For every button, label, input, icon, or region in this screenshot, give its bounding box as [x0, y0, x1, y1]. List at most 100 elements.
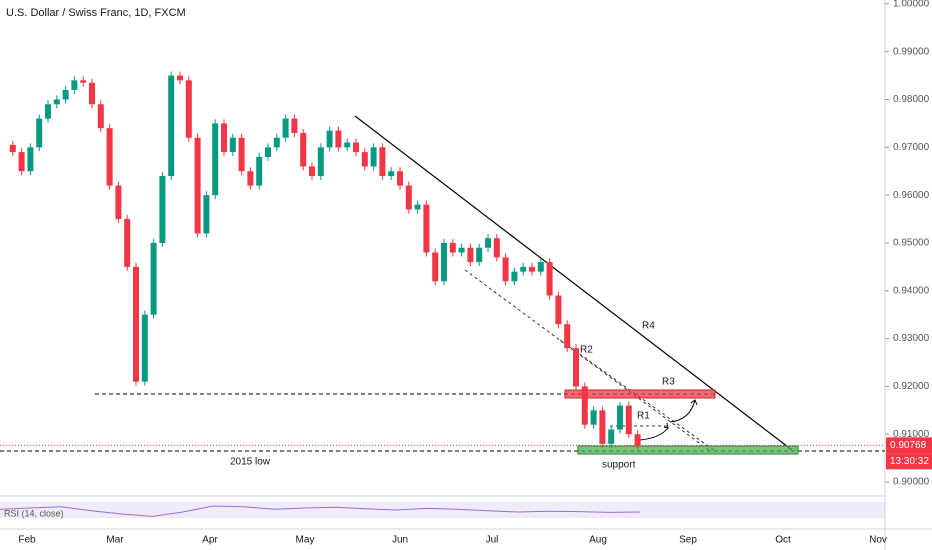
candle-body — [238, 137, 245, 172]
candle-body — [71, 80, 78, 90]
candle-body — [194, 137, 201, 234]
candle-body — [458, 247, 465, 253]
candle-body — [493, 238, 500, 258]
candle-body — [141, 314, 148, 382]
candle-body — [168, 75, 175, 176]
candle-body — [590, 410, 597, 425]
y-tick-label: 0.91000 — [893, 429, 930, 440]
x-tick-label: Nov — [869, 535, 887, 546]
rsi-band — [0, 502, 885, 518]
candle-body — [608, 429, 615, 444]
candle-body — [159, 176, 166, 243]
r3-zone — [564, 389, 716, 399]
candle-body — [256, 156, 263, 186]
r1-label: R1 — [637, 411, 650, 422]
candle-body — [133, 266, 139, 382]
candle-body — [485, 238, 491, 248]
candle-body — [309, 166, 315, 176]
y-tick-label: 0.93000 — [893, 333, 930, 344]
candle-body — [80, 80, 87, 83]
candle-body — [27, 147, 34, 172]
candle-body — [511, 271, 518, 282]
candle-body — [432, 252, 439, 282]
x-tick-label: Oct — [775, 535, 791, 546]
candle-body — [361, 152, 368, 167]
r4-label: R4 — [642, 321, 655, 332]
candle-body — [291, 118, 298, 133]
candle-body — [265, 147, 271, 157]
candle-body — [89, 82, 95, 105]
channel-line — [464, 269, 711, 452]
candle-body — [520, 266, 527, 272]
arrow-2-head — [690, 399, 698, 406]
candle-body — [124, 219, 131, 267]
candle-body — [423, 204, 430, 253]
candle-body — [546, 262, 553, 296]
candle-body — [397, 171, 403, 186]
candle-body — [467, 247, 474, 263]
candle-body — [476, 247, 483, 263]
x-tick-label: Feb — [18, 535, 36, 546]
candle-body — [18, 152, 25, 172]
candle-body — [573, 348, 579, 387]
candle-body — [36, 118, 43, 148]
candle-body — [203, 195, 210, 234]
last-price-label: 0.90768 — [890, 440, 927, 451]
candle-body — [106, 128, 113, 186]
candle-body — [555, 295, 562, 325]
arrow-2 — [669, 399, 696, 423]
x-tick-label: Jun — [392, 535, 408, 546]
candle-body — [221, 123, 227, 153]
candle-body — [115, 185, 122, 220]
candle-body — [185, 80, 192, 138]
candle-body — [388, 171, 395, 176]
last-price-tag — [886, 437, 932, 454]
chart-title: U.S. Dollar / Swiss Franc, 1D, FXCM — [6, 7, 186, 19]
y-tick-label: 0.97000 — [893, 142, 930, 153]
candle-body — [300, 132, 307, 167]
countdown-label: 13:30:32 — [890, 456, 929, 467]
candle-body — [449, 242, 456, 253]
r4-trendline — [354, 115, 793, 451]
candle-body — [617, 405, 623, 430]
candle-body — [317, 147, 324, 176]
y-tick-label: 1.00000 — [893, 0, 930, 9]
candle-body — [599, 410, 606, 444]
arrow-1 — [639, 427, 669, 441]
price-axis: 1.00000 0.99000 0.98000 0.97000 0.96000 0.950… — [885, 0, 930, 488]
rsi-line — [0, 505, 641, 517]
r2-line — [559, 339, 716, 452]
r3-label: R3 — [662, 377, 675, 388]
candle-body — [581, 386, 588, 425]
candle-body — [53, 99, 60, 105]
candle-body — [353, 142, 359, 153]
candle-body — [335, 130, 342, 148]
candle-body — [282, 118, 289, 138]
y-tick-label: 0.99000 — [893, 46, 930, 57]
x-tick-label: Mar — [106, 535, 124, 546]
candle-body — [229, 137, 236, 153]
candle-body — [405, 185, 412, 210]
candle-body — [441, 242, 447, 282]
candle-body — [502, 257, 509, 282]
candle-body — [529, 266, 535, 272]
support-zone — [577, 445, 799, 455]
x-tick-label: May — [296, 535, 315, 546]
candle-body — [414, 204, 421, 210]
candle-body — [273, 137, 280, 148]
candle-body — [9, 144, 16, 153]
y-tick-label: 0.96000 — [893, 190, 930, 201]
candle-body — [379, 147, 386, 176]
candle-body — [326, 130, 333, 148]
candle-body — [634, 434, 641, 446]
countdown-tag — [886, 453, 932, 470]
candle-body — [370, 147, 377, 167]
y-tick-label: 0.92000 — [893, 381, 930, 392]
x-tick-label: Apr — [202, 535, 218, 546]
candle-body — [45, 104, 51, 119]
y-tick-label: 0.90000 — [893, 477, 930, 488]
arrow-1-head — [663, 422, 669, 429]
drawings — [0, 115, 885, 455]
candle-body — [247, 171, 254, 186]
